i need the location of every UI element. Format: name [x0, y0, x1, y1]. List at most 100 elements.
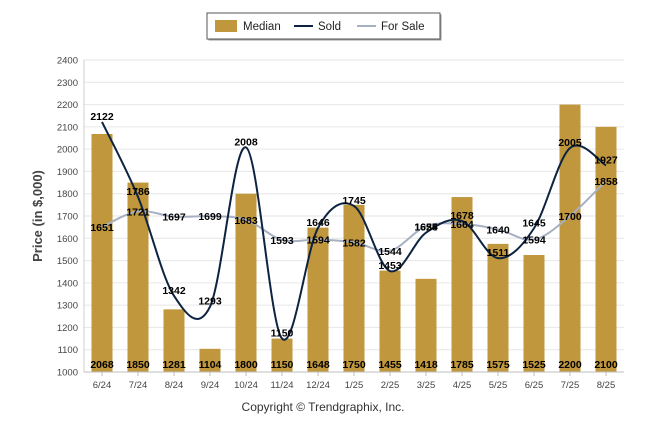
sold-value-label: 1625: [414, 222, 438, 234]
x-tick-label: 3/25: [417, 380, 436, 391]
median-bar: [235, 193, 257, 372]
median-value-label: 1850: [126, 359, 150, 371]
median-bar: [415, 278, 437, 372]
for-sale-value-label: 1858: [594, 176, 618, 188]
x-tick-label: 1/25: [345, 380, 364, 391]
sold-value-label: 1786: [126, 186, 150, 198]
sold-value-label: 1511: [487, 247, 510, 259]
for-sale-value-label: 1683: [234, 215, 258, 227]
y-tick-label: 1200: [57, 323, 78, 334]
median-value-label: 2200: [558, 359, 582, 371]
for-sale-value-label: 1582: [342, 237, 366, 249]
for-sale-line: [101, 180, 607, 253]
x-tick-label: 12/24: [306, 380, 330, 391]
median-bar: [91, 133, 113, 372]
median-value-label: 2100: [594, 359, 618, 371]
x-tick-label: 8/25: [597, 380, 616, 391]
x-tick-label: 2/25: [381, 380, 400, 391]
sold-value-label: 1342: [162, 285, 186, 297]
median-value-label: 1525: [522, 359, 546, 371]
x-tick-label: 7/24: [129, 380, 148, 391]
median-bar: [343, 204, 365, 372]
y-tick-label: 1000: [57, 368, 78, 379]
x-tick-label: 11/24: [270, 380, 293, 391]
median-bar: [523, 255, 545, 372]
for-sale-value-label: 1640: [486, 224, 510, 236]
y-tick-label: 2100: [57, 122, 78, 133]
sold-value-label: 1453: [378, 260, 402, 272]
for-sale-value-label: 1721: [126, 206, 150, 218]
x-tick-label: 6/25: [525, 380, 544, 391]
median-value-label: 1750: [342, 359, 366, 371]
median-value-label: 1455: [378, 359, 402, 371]
sold-value-label: 1646: [306, 217, 330, 229]
median-bar: [559, 104, 581, 373]
x-tick-label: 7/25: [561, 380, 580, 391]
y-tick-label: 1600: [57, 234, 78, 245]
sold-value-label: 1645: [522, 217, 546, 229]
legend-box: [206, 12, 441, 40]
median-value-label: 1648: [306, 359, 330, 371]
median-value-label: 1281: [162, 359, 186, 371]
y-tick-label: 1700: [57, 212, 78, 223]
y-tick-label: 1800: [57, 189, 78, 200]
x-tick-label: 9/24: [201, 380, 220, 391]
y-tick-label: 2300: [57, 78, 78, 89]
median-bar: [487, 243, 509, 372]
median-value-label: 1785: [450, 359, 474, 371]
sold-value-label: 2008: [234, 136, 258, 148]
median-value-label: 1150: [271, 359, 294, 371]
sold-value-label: 2122: [90, 111, 114, 123]
for-sale-value-label: 1651: [90, 222, 114, 234]
median-bar: [163, 309, 185, 372]
median-value-label: 1104: [199, 359, 222, 371]
median-value-label: 1418: [414, 359, 438, 371]
median-bar: [307, 227, 329, 372]
legend: Median Sold For Sale: [206, 12, 442, 41]
x-tick-label: 6/24: [93, 380, 112, 391]
sold-value-label: 1293: [198, 296, 222, 308]
sold-value-label: 2005: [558, 137, 582, 149]
for-sale-value-label: 1544: [378, 246, 402, 258]
y-axis: 1000 1100 1200 1300 1400 1500 1600 1700 1800 1900…: [30, 56, 85, 379]
median-bar: [127, 182, 149, 372]
y-tick-label: 1100: [58, 345, 78, 356]
for-sale-value-label: 1664: [450, 219, 474, 231]
for-sale-value-label: 1593: [270, 235, 294, 247]
legend-for-sale-label: For Sale: [381, 21, 424, 33]
trend-lines: [101, 121, 607, 341]
x-tick-label: 8/24: [165, 380, 184, 391]
legend-median-label: Median: [243, 21, 281, 33]
median-bar: [595, 126, 617, 372]
y-tick-label: 2000: [57, 145, 78, 156]
x-tick-label: 10/24: [234, 380, 258, 391]
x-tick-label: 5/25: [489, 380, 508, 391]
legend-median-swatch: [215, 20, 237, 32]
median-bar: [379, 270, 401, 372]
median-bar: [451, 197, 473, 372]
y-tick-label: 2400: [57, 56, 78, 67]
for-sale-value-label: 1594: [522, 235, 546, 247]
sold-value-label: 1678: [450, 210, 474, 222]
y-tick-label: 1400: [57, 278, 78, 289]
median-bar: [199, 348, 221, 372]
median-value-label: 1800: [234, 359, 258, 371]
y-tick-label: 2200: [57, 100, 78, 111]
legend-sold-label: Sold: [318, 21, 341, 33]
sold-line: [101, 121, 607, 341]
sold-value-label: 1927: [594, 154, 618, 166]
median-bar: [271, 338, 293, 372]
y-tick-label: 1900: [57, 167, 78, 178]
for-sale-value-label: 1654: [414, 221, 438, 233]
median-value-label: 2068: [90, 359, 114, 371]
data-labels: 2068 1850 1281 1104 1800 1150 1648 1750 1455 1418…: [90, 111, 618, 371]
for-sale-value-label: 1697: [162, 212, 186, 224]
y-axis-title: Price (in $,000): [30, 170, 45, 262]
x-tick-label: 4/25: [453, 380, 472, 391]
y-tick-label: 1500: [57, 256, 78, 267]
median-bars: [91, 104, 617, 373]
for-sale-value-label: 1699: [198, 211, 222, 223]
sold-value-label: 1745: [342, 195, 366, 207]
